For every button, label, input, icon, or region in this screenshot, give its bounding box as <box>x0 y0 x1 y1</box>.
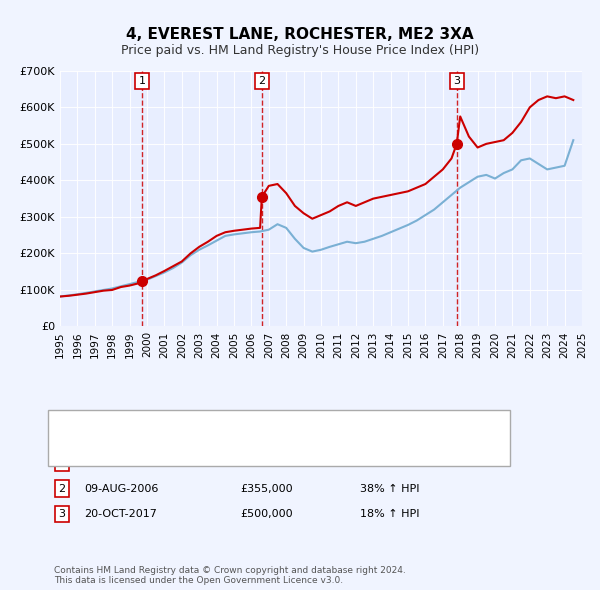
Text: 3: 3 <box>453 76 460 86</box>
Text: 15-SEP-1999: 15-SEP-1999 <box>84 458 155 468</box>
Text: 20-OCT-2017: 20-OCT-2017 <box>84 509 157 519</box>
Text: £500,000: £500,000 <box>240 509 293 519</box>
Text: £125,000: £125,000 <box>240 458 293 468</box>
Text: 2: 2 <box>58 484 65 493</box>
Text: HPI: Average price, detached house, Medway: HPI: Average price, detached house, Medw… <box>105 444 341 453</box>
Text: 4, EVEREST LANE, ROCHESTER, ME2 3XA: 4, EVEREST LANE, ROCHESTER, ME2 3XA <box>126 27 474 41</box>
Text: 4, EVEREST LANE, ROCHESTER, ME2 3XA (detached house): 4, EVEREST LANE, ROCHESTER, ME2 3XA (det… <box>105 428 413 437</box>
Text: £355,000: £355,000 <box>240 484 293 493</box>
Text: This data is licensed under the Open Government Licence v3.0.: This data is licensed under the Open Gov… <box>54 576 343 585</box>
Text: 18% ↑ HPI: 18% ↑ HPI <box>360 509 419 519</box>
Text: Contains HM Land Registry data © Crown copyright and database right 2024.: Contains HM Land Registry data © Crown c… <box>54 566 406 575</box>
Text: ─────: ───── <box>66 442 104 455</box>
Text: ─────: ───── <box>66 426 104 439</box>
Text: 8% ↑ HPI: 8% ↑ HPI <box>360 458 413 468</box>
Text: 38% ↑ HPI: 38% ↑ HPI <box>360 484 419 493</box>
Text: Price paid vs. HM Land Registry's House Price Index (HPI): Price paid vs. HM Land Registry's House … <box>121 44 479 57</box>
Text: 3: 3 <box>58 509 65 519</box>
Text: 09-AUG-2006: 09-AUG-2006 <box>84 484 158 493</box>
Text: 2: 2 <box>258 76 265 86</box>
Text: 1: 1 <box>139 76 145 86</box>
Text: 1: 1 <box>58 458 65 468</box>
